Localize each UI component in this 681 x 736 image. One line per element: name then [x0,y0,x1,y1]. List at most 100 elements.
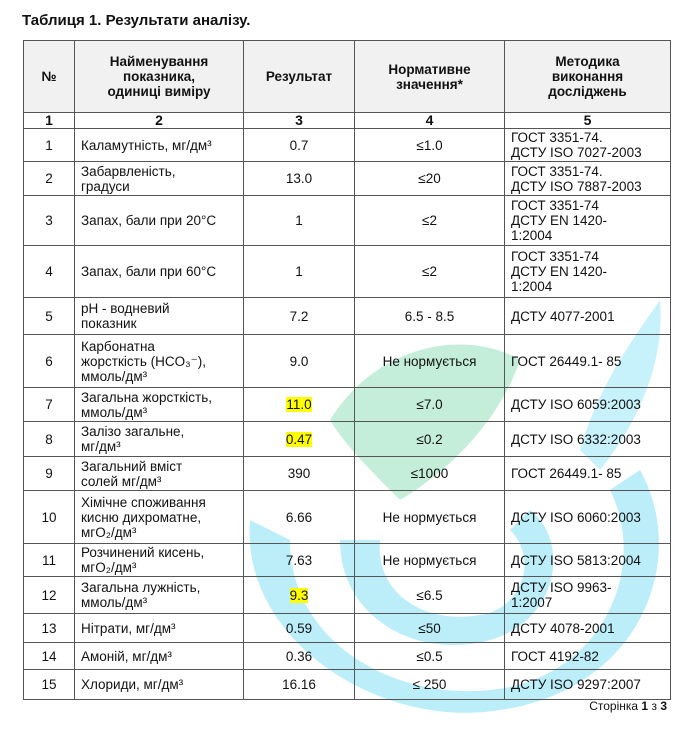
method-value-cell: ДСТУ ISO 6332:2003 [504,421,671,457]
row-number-cell: 13 [23,613,75,643]
method-value-cell: ДСТУ ISO 6059:2003 [504,387,671,422]
method-value: ГОСТ 3351-74. ДСТУ ISO 7887-2003 [511,163,642,194]
result-value: 7.63 [285,552,313,568]
norm-value: ≤2 [422,213,437,228]
column-numbers-row: 1 2 3 4 5 [23,112,671,129]
result-value-cell: 0.7 [243,128,355,162]
row-number: 9 [45,466,53,481]
result-value-cell: 0.59 [243,613,355,643]
footer-prefix: Сторінка [589,699,639,713]
indicator-name-cell: Нітрати, мг/дм³ [74,613,244,643]
footer-sep: з [651,699,657,713]
table-row: 15 Хлориди, мг/дм³ 16.16 ≤ 250 ДСТУ ISO 9297… [23,669,671,700]
result-value: 0.47 [285,431,313,447]
result-value: 9.3 [289,587,309,603]
result-value-cell: 11.0 [243,387,355,422]
row-number: 7 [45,397,53,412]
indicator-name-cell: Загальна жорсткість, ммоль/дм³ [74,387,244,422]
indicator-name-cell: Каламутність, мг/дм³ [74,128,244,162]
row-number: 5 [45,308,53,324]
method-value: ГОСТ 4192-82 [511,648,599,664]
header-method: Методика виконання досліджень [504,40,671,113]
indicator-name: Розчинений кисень, мгО₂/дм³ [81,545,205,575]
result-value-cell: 1 [243,245,355,298]
norm-value-cell: 6.5 - 8.5 [354,297,505,335]
result-value: 6.66 [285,509,313,525]
norm-value: ≤1.0 [416,137,443,153]
indicator-name-cell: Забарвленість, градуси [74,161,244,196]
row-number: 1 [45,137,53,153]
row-number: 15 [41,677,57,692]
result-value: 1 [295,264,303,279]
indicator-name-cell: Карбонатна жорсткість (HCO₃⁻), ммоль/дм³ [74,334,244,388]
row-number-cell: 10 [23,490,75,544]
result-value: 16.16 [282,677,316,692]
method-value-cell: ДСТУ 4078-2001 [504,613,671,643]
indicator-name-cell: Хімічне споживання кисню дихроматне, мгО… [74,490,244,544]
method-value-cell: ДСТУ ISO 9297:2007 [504,669,671,700]
page-footer: Сторінка 1 з 3 [589,699,667,713]
method-value: ГОСТ 3351-74 ДСТУ EN 1420- 1:2004 [511,249,608,294]
table-row: 4 Запах, бали при 60°С 1 ≤2 ГОСТ 3351-74 ДСТ… [23,245,671,298]
row-number-cell: 5 [23,297,75,335]
indicator-name: Каламутність, мг/дм³ [81,137,212,153]
norm-value: ≤ 250 [412,677,447,692]
row-number: 10 [41,509,57,525]
method-value-cell: ГОСТ 3351-74. ДСТУ ISO 7027-2003 [504,128,671,162]
row-number: 2 [45,171,53,186]
norm-value-cell: ≤6.5 [354,576,505,614]
method-value: ДСТУ ISO 9297:2007 [511,677,641,692]
norm-value: ≤6.5 [416,587,443,603]
indicator-name-cell: Залізо загальне, мг/дм³ [74,421,244,457]
row-number-cell: 2 [23,161,75,196]
result-value-cell: 6.66 [243,490,355,544]
norm-value: ≤1000 [410,466,449,481]
norm-value-cell: Не нормується [354,334,505,388]
method-value: ДСТУ ISO 6059:2003 [511,397,641,412]
table-row: 14 Амоній, мг/дм³ 0.36 ≤0.5 ГОСТ 4192-82 [23,642,671,670]
table-row: 7 Загальна жорсткість, ммоль/дм³ 11.0 ≤7.0 Д… [23,387,671,422]
table-row: 9 Загальний вміст солей мг/дм³ 390 ≤1000 ГОС… [23,456,671,491]
method-value-cell: ГОСТ 4192-82 [504,642,671,670]
row-number-cell: 6 [23,334,75,388]
column-number: 2 [74,112,244,129]
norm-value: Не нормується [382,353,477,369]
result-value-cell: 0.47 [243,421,355,457]
norm-value: ≤0.5 [416,648,443,664]
result-value-cell: 16.16 [243,669,355,700]
norm-value-cell: ≤50 [354,613,505,643]
row-number-cell: 15 [23,669,75,700]
row-number-cell: 7 [23,387,75,422]
row-number: 12 [41,587,57,603]
indicator-name: Хлориди, мг/дм³ [81,677,184,692]
row-number-cell: 9 [23,456,75,491]
indicator-name: Карбонатна жорсткість (HCO₃⁻), ммоль/дм³ [81,338,206,384]
row-number: 8 [45,431,53,447]
indicator-name-cell: Хлориди, мг/дм³ [74,669,244,700]
indicator-name: Загальна жорсткість, ммоль/дм³ [81,389,213,420]
result-value: 7.2 [289,308,309,324]
norm-value-cell: ≤2 [354,245,505,298]
method-value-cell: ГОСТ 26449.1- 85 [504,456,671,491]
method-value-cell: ДСТУ 4077-2001 [504,297,671,335]
table-row: 3 Запах, бали при 20°С 1 ≤2 ГОСТ 3351-74 ДСТ… [23,195,671,246]
row-number: 4 [45,264,53,279]
method-value: ДСТУ ISO 6332:2003 [511,431,641,447]
column-number: 4 [354,112,505,129]
row-number-cell: 8 [23,421,75,457]
norm-value-cell: ≤7.0 [354,387,505,422]
norm-value-cell: Не нормується [354,543,505,577]
norm-value: ≤20 [418,171,441,186]
indicator-name-cell: pH - водневий показник [74,297,244,335]
header-name: Найменування показника, одиниці виміру [74,40,244,113]
table-row: 6 Карбонатна жорсткість (HCO₃⁻), ммоль/дм… [23,334,671,388]
norm-value: ≤7.0 [416,397,443,412]
norm-value-cell: ≤0.2 [354,421,505,457]
row-number: 13 [41,620,57,636]
result-value-cell: 0.36 [243,642,355,670]
result-value-cell: 390 [243,456,355,491]
method-value: ДСТУ ISO 5813:2004 [511,552,641,568]
result-value: 0.7 [289,137,309,153]
footer-total: 3 [660,699,667,713]
table-row: 13 Нітрати, мг/дм³ 0.59 ≤50 ДСТУ 4078-2001 [23,613,671,643]
